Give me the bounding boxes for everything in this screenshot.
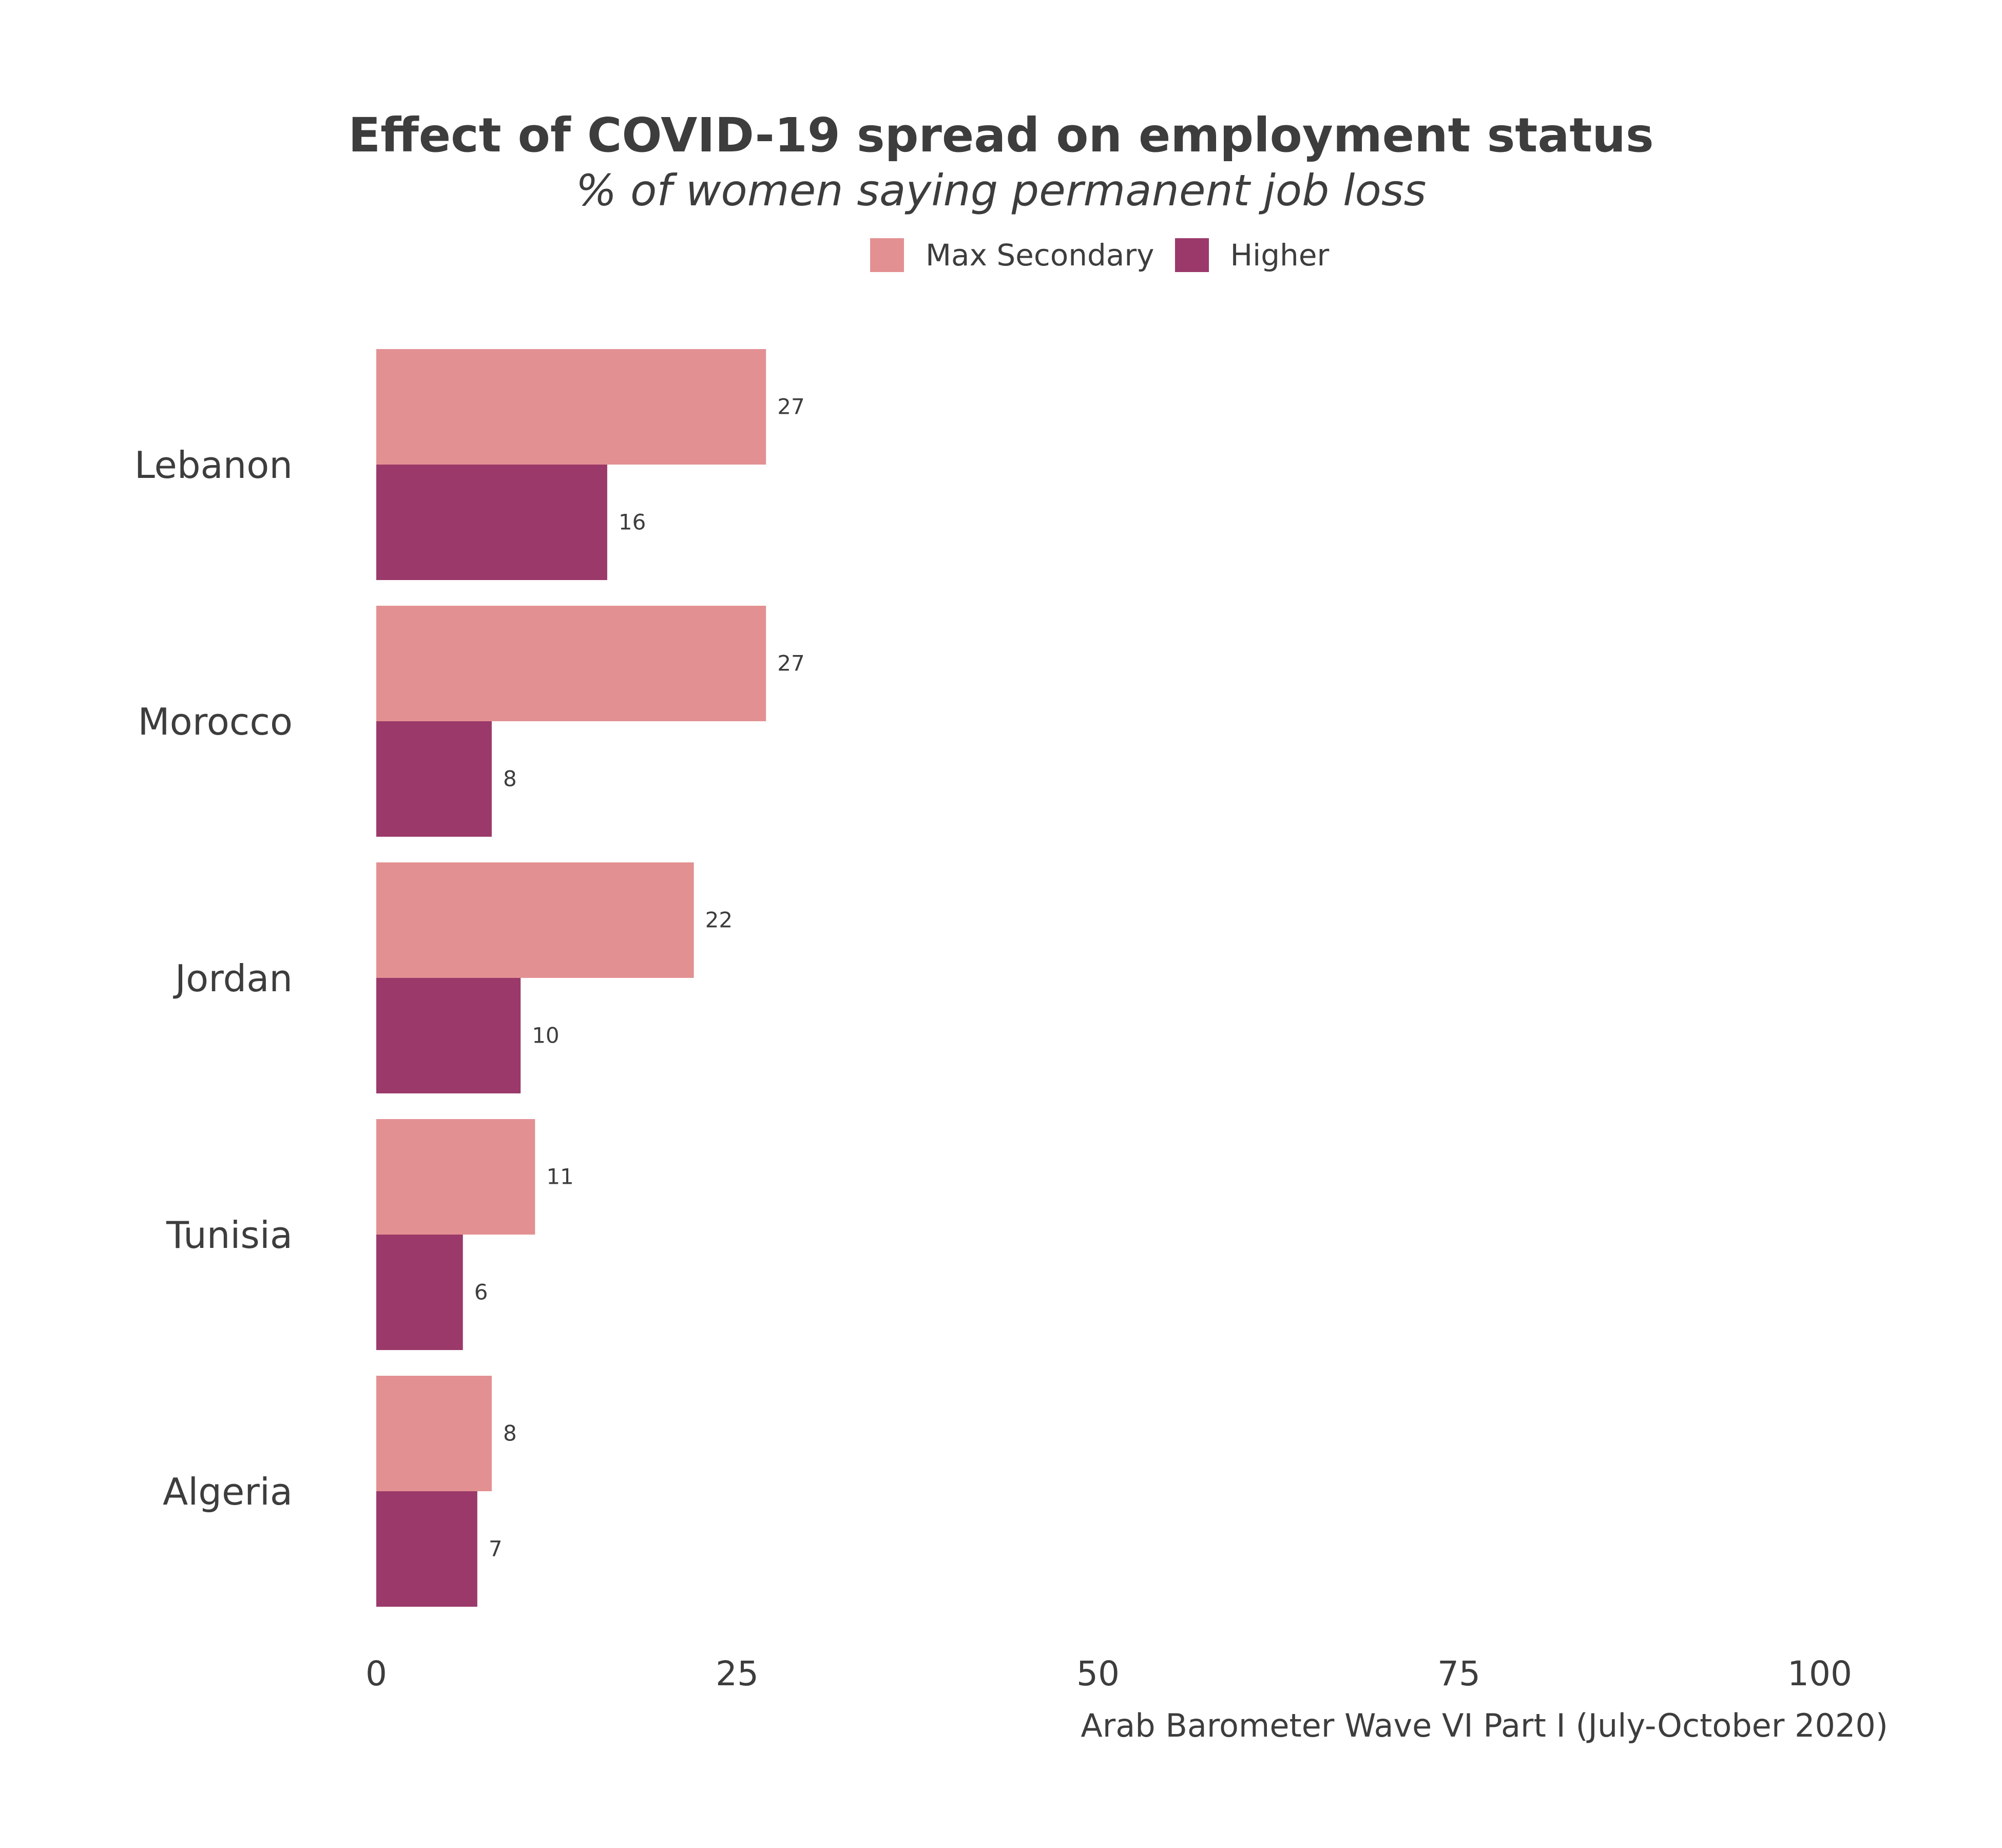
chart-subtitle: % of women saying permanent job loss: [575, 165, 1427, 216]
bar-algeria-max-secondary: [376, 1376, 492, 1491]
data-label-tunisia-max-secondary: 11: [546, 1164, 573, 1189]
bar-tunisia-max-secondary: [376, 1119, 535, 1235]
legend-swatch-max-secondary: [870, 238, 904, 272]
legend-swatch-higher: [1175, 238, 1209, 272]
category-label-morocco: Morocco: [138, 700, 293, 743]
data-label-morocco-max-secondary: 27: [777, 651, 804, 676]
data-label-jordan-higher: 10: [532, 1023, 559, 1048]
bar-morocco-higher: [376, 721, 492, 837]
data-label-algeria-higher: 7: [489, 1536, 503, 1562]
chart-title: Effect of COVID-19 spread on employment …: [348, 108, 1654, 163]
x-tick-label-75: 75: [1437, 1654, 1480, 1693]
category-label-lebanon: Lebanon: [134, 444, 293, 487]
category-label-tunisia: Tunisia: [166, 1214, 293, 1257]
bar-lebanon-higher: [376, 465, 607, 580]
data-label-lebanon-max-secondary: 27: [777, 394, 804, 419]
x-tick-label-0: 0: [365, 1654, 387, 1693]
data-label-morocco-higher: 8: [503, 766, 517, 792]
data-label-algeria-max-secondary: 8: [503, 1421, 517, 1446]
bar-algeria-higher: [376, 1491, 477, 1607]
data-label-tunisia-higher: 6: [474, 1280, 488, 1305]
legend: Max Secondary Higher: [870, 237, 1350, 273]
bar-tunisia-higher: [376, 1235, 463, 1350]
x-tick-label-25: 25: [716, 1654, 759, 1693]
bar-lebanon-max-secondary: [376, 349, 766, 465]
bar-jordan-higher: [376, 978, 521, 1093]
category-label-jordan: Jordan: [173, 957, 293, 1000]
chart-caption: Arab Barometer Wave VI Part I (July-Octo…: [1081, 1707, 1888, 1744]
bar-jordan-max-secondary: [376, 862, 694, 978]
x-tick-label-100: 100: [1787, 1654, 1852, 1693]
legend-item-higher: Higher: [1175, 238, 1330, 273]
legend-label-higher: Higher: [1230, 238, 1330, 273]
data-label-jordan-max-secondary: 22: [705, 908, 733, 933]
legend-item-max-secondary: Max Secondary: [870, 238, 1154, 273]
data-label-lebanon-higher: 16: [619, 510, 646, 535]
legend-label-max-secondary: Max Secondary: [926, 238, 1154, 273]
bar-morocco-max-secondary: [376, 606, 766, 721]
x-tick-label-50: 50: [1076, 1654, 1120, 1693]
category-label-algeria: Algeria: [163, 1470, 293, 1513]
